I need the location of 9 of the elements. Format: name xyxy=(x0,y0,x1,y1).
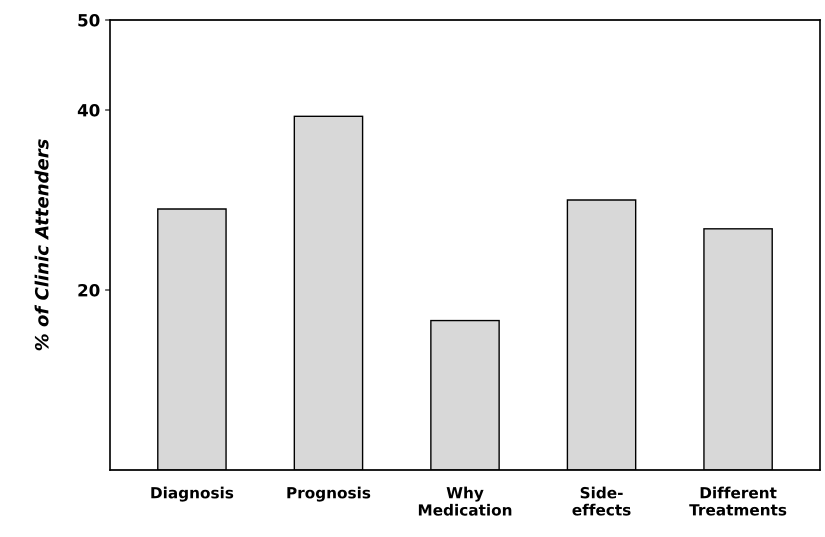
y-tick-label: 40 xyxy=(78,104,100,117)
x-tick-label: Prognosis xyxy=(287,486,370,502)
y-tick-label: 50 xyxy=(78,14,100,27)
y-tick-label: 20 xyxy=(78,284,100,297)
x-tick-label: Side- effects xyxy=(572,486,631,516)
x-tick-label: Different Treatments xyxy=(689,486,786,516)
x-tick-label: Why Medication xyxy=(418,486,512,516)
x-tick-label: Diagnosis xyxy=(151,486,234,502)
y-axis-title: % of Clinic Attenders xyxy=(34,139,49,350)
